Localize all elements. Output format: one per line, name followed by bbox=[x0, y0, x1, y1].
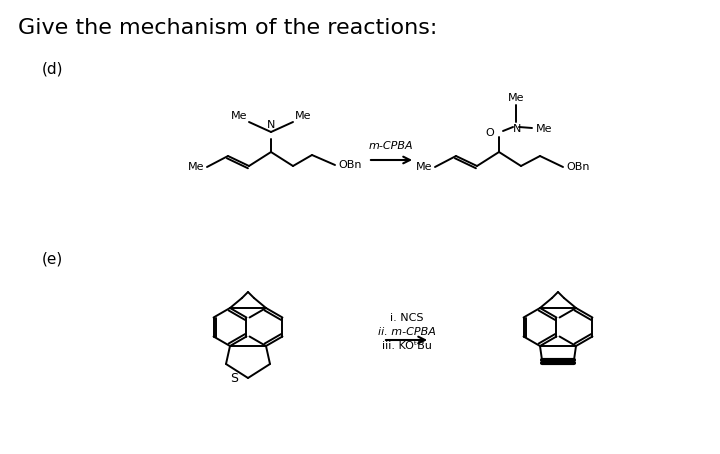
Text: (d): (d) bbox=[42, 62, 63, 77]
Text: Give the mechanism of the reactions:: Give the mechanism of the reactions: bbox=[18, 18, 437, 38]
Text: iii. KOᵗBu: iii. KOᵗBu bbox=[382, 341, 432, 351]
Text: ii. m-CPBA: ii. m-CPBA bbox=[378, 327, 436, 337]
Text: Me: Me bbox=[230, 111, 247, 121]
Text: OBn: OBn bbox=[338, 160, 361, 170]
Text: Me: Me bbox=[415, 162, 432, 172]
Text: Me: Me bbox=[187, 162, 204, 172]
Text: Me: Me bbox=[536, 124, 552, 134]
Text: Me: Me bbox=[295, 111, 312, 121]
Text: N: N bbox=[267, 120, 275, 130]
Text: OBn: OBn bbox=[566, 162, 590, 172]
Text: S: S bbox=[230, 371, 238, 385]
Text: (e): (e) bbox=[42, 252, 63, 267]
Text: N: N bbox=[513, 124, 521, 134]
Text: Me: Me bbox=[508, 93, 524, 103]
Text: m-CPBA: m-CPBA bbox=[369, 141, 413, 151]
Text: i. NCS: i. NCS bbox=[390, 313, 424, 323]
Text: O: O bbox=[485, 128, 494, 138]
